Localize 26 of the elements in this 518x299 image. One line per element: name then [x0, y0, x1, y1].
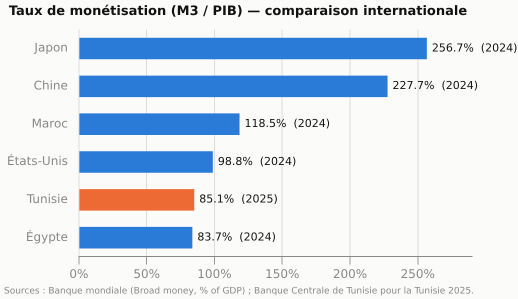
source-note: Sources : Banque mondiale (Broad money, % of GDP) ; Banque Centrale de Tunisie pour la Tunisie 2025. [4, 286, 474, 296]
bar [79, 113, 240, 135]
data-label: 85.1% (2025) [199, 192, 278, 206]
x-tick-label: 0% [69, 266, 88, 281]
bar [79, 76, 388, 98]
bar [79, 226, 192, 248]
data-label: 98.8% (2024) [218, 154, 296, 168]
data-label: 227.7% (2024) [392, 79, 478, 92]
y-tick-label: Japon [33, 40, 68, 55]
x-tick-label: 250% [400, 266, 435, 281]
x-tick-label: 100% [197, 266, 232, 281]
data-label: 83.7% (2024) [197, 230, 276, 244]
x-tick-label: 200% [332, 266, 368, 281]
bar [79, 38, 427, 60]
x-tick-label: 150% [265, 266, 300, 281]
bar [79, 189, 194, 211]
y-tick-label: Chine [34, 78, 68, 92]
data-label: 118.5% (2024) [244, 117, 330, 130]
bar [79, 151, 213, 173]
x-tick-label: 50% [133, 266, 160, 281]
y-tick-label: Maroc [32, 116, 68, 130]
y-tick-label: Égypte [26, 228, 68, 244]
chart-title: Taux de monétisation (M3 / PIB) — comparaison internationale [8, 4, 468, 20]
y-tick-label: Tunisie [26, 192, 68, 206]
data-label: 256.7% (2024) [432, 41, 518, 54]
y-tick-label: États-Unis [6, 153, 68, 168]
